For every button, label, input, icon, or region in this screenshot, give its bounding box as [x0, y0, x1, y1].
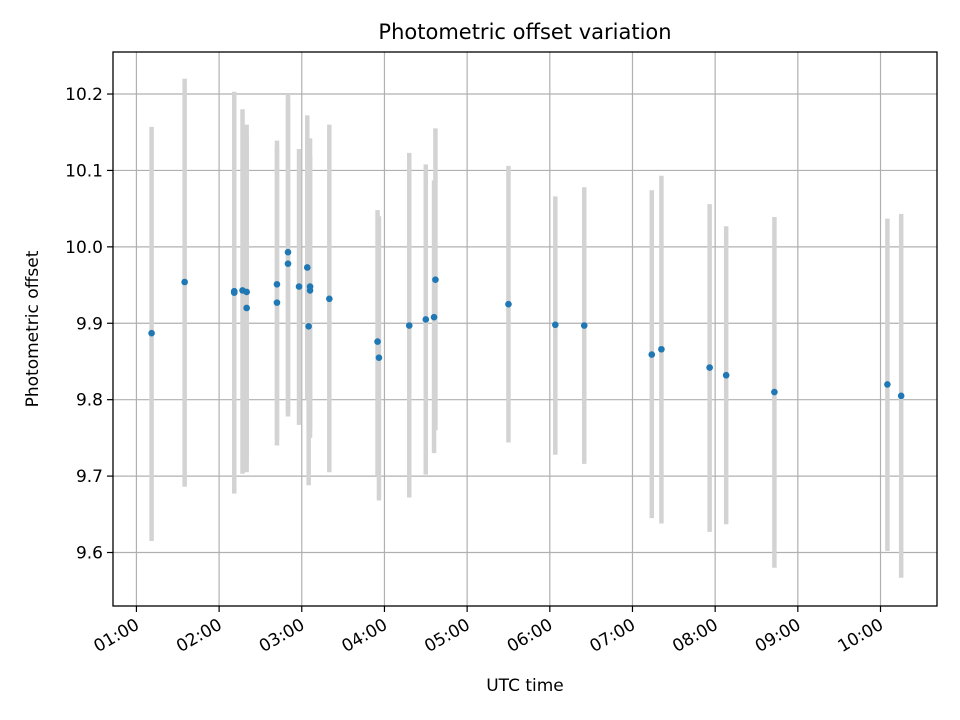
y-tick-label: 10.1 — [65, 161, 103, 181]
y-tick-label: 9.6 — [76, 544, 103, 564]
data-point — [243, 288, 250, 296]
data-point — [303, 264, 311, 271]
data-point — [305, 323, 312, 330]
data-points — [148, 248, 905, 400]
data-point — [374, 338, 381, 345]
data-point — [432, 276, 439, 284]
y-tick-label: 9.7 — [76, 467, 103, 487]
data-point — [273, 280, 281, 288]
plot-frame — [112, 51, 938, 607]
data-point — [284, 248, 292, 256]
data-point — [375, 354, 383, 361]
y-tick-label: 10.0 — [65, 238, 103, 258]
data-point — [505, 300, 512, 308]
data-point — [243, 304, 250, 312]
data-point — [771, 388, 778, 396]
data-point — [422, 316, 430, 323]
x-axis-label: UTC time — [486, 676, 564, 696]
data-point — [295, 283, 303, 290]
chart-title: Photometric offset variation — [378, 20, 671, 44]
y-tick-label: 9.9 — [76, 314, 103, 334]
data-point — [284, 260, 292, 267]
y-tick-label: 10.2 — [65, 85, 103, 105]
data-point — [405, 322, 413, 329]
data-point — [658, 345, 665, 353]
data-point — [230, 289, 238, 297]
y-axis-ticks: 9.6 9.7 9.8 9.9 10.0 10.1 10.2 — [65, 85, 113, 564]
data-point — [552, 321, 559, 329]
data-point — [722, 371, 730, 379]
grid — [113, 52, 937, 606]
data-point — [648, 351, 656, 358]
data-point — [884, 381, 891, 388]
data-point — [148, 329, 155, 337]
data-point — [181, 278, 188, 286]
data-point — [273, 299, 281, 306]
data-point — [580, 322, 588, 329]
y-tick-label: 9.8 — [76, 391, 103, 411]
data-point — [430, 313, 438, 321]
data-point — [306, 287, 314, 294]
data-point — [326, 295, 333, 303]
data-point — [897, 392, 905, 400]
y-axis-label: Photometric offset — [23, 250, 43, 407]
data-point — [706, 364, 713, 371]
